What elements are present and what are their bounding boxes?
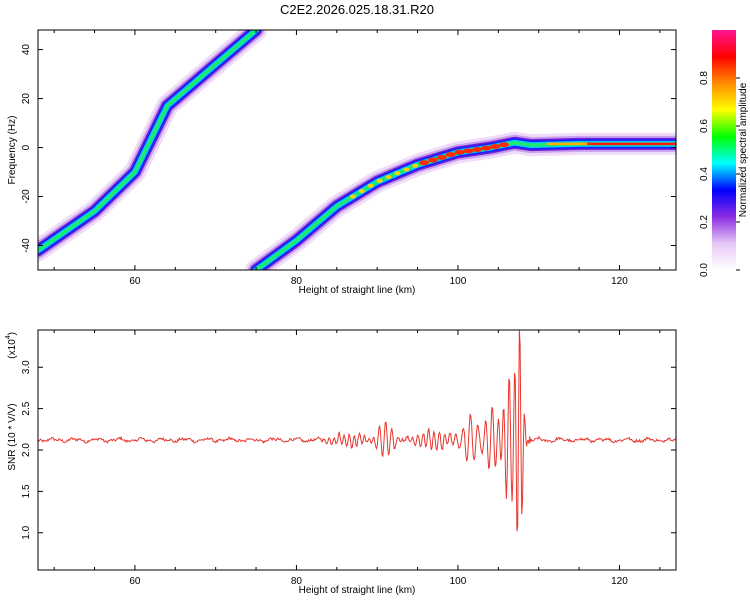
chart-title: C2E2.2026.025.18.31.R20 xyxy=(280,2,434,17)
spectrogram-y-tick-label: -40 xyxy=(21,238,32,253)
colorbar-tick-label: 0.2 xyxy=(699,215,710,229)
snr-plot-area xyxy=(38,330,676,570)
spectrogram-y-tick-label: 0 xyxy=(21,144,32,150)
snr-x-tick-label: 120 xyxy=(611,576,628,587)
spectrogram-x-tick-label: 60 xyxy=(129,276,141,287)
colorbar-tick-label: 0.8 xyxy=(699,71,710,85)
spectrogram-peak xyxy=(349,194,356,199)
spectrogram-y-label: Frequency (Hz) xyxy=(7,116,18,185)
spectrogram-y-tick-label: 20 xyxy=(21,93,32,105)
snr-y-tick-label: 2.5 xyxy=(21,401,32,415)
snr-x-tick-label: 60 xyxy=(129,576,141,587)
snr-scale-exponent: 4 xyxy=(5,335,12,339)
colorbar-ticks: 0.0 0.2 0.4 0.6 0.8 xyxy=(699,71,740,277)
spectrogram-x-tick-label: 100 xyxy=(450,276,467,287)
snr-scale-prefix: (x10 xyxy=(7,339,18,359)
spectrogram-y-tick-label: 40 xyxy=(21,44,32,56)
spectrogram-peak xyxy=(498,142,509,148)
svg-text:(x104): (x104) xyxy=(5,332,18,359)
spectrogram-frame xyxy=(37,29,677,271)
snr-y-label: SNR (10 * V/V) xyxy=(7,403,18,470)
spectrogram-y-tick-label: -20 xyxy=(21,189,32,204)
snr-y-tick-label: 2.0 xyxy=(21,443,32,457)
spectrogram-x-label: Height of straight line (km) xyxy=(299,285,416,296)
spectrogram-peak xyxy=(394,171,401,176)
snr-x-label: Height of straight line (km) xyxy=(299,585,416,596)
spectrogram-peak xyxy=(358,189,365,194)
snr-x-tick-label: 80 xyxy=(291,576,303,587)
spectrogram-peak xyxy=(454,149,465,155)
spectrogram-peak xyxy=(445,152,456,158)
spectrogram-x-tick-label: 80 xyxy=(291,276,303,287)
snr-y-ticks: 1.0 1.5 2.0 2.5 3.0 xyxy=(21,360,676,540)
spectrogram-peak xyxy=(376,178,383,183)
spectrogram-peak xyxy=(472,147,483,153)
colorbar-label: Normalized spectral amplitude xyxy=(738,82,749,217)
snr-panel: 60 80 100 120 1.0 1.5 2.0 2.5 3.0 Height of str… xyxy=(5,329,677,596)
snr-series-line xyxy=(38,330,676,532)
spectrogram-peak xyxy=(403,167,410,172)
spectrogram-peak xyxy=(419,160,430,166)
colorbar-tick-label: 0.0 xyxy=(699,263,710,277)
snr-y-tick-label: 3.0 xyxy=(21,360,32,374)
spectrogram-peak xyxy=(490,144,501,150)
colorbar: 0.0 0.2 0.4 0.6 0.8 Normalized spectral ampl… xyxy=(699,30,749,277)
snr-x-tick-label: 100 xyxy=(450,576,467,587)
spectrogram-peak xyxy=(367,183,374,188)
colorbar-tick-label: 0.4 xyxy=(699,167,710,181)
spectrogram-peak xyxy=(463,148,474,154)
spectrogram-y-ticks: -40 -20 0 20 40 xyxy=(21,44,676,253)
spectrogram-x-tick-label: 120 xyxy=(611,276,628,287)
spectrogram-panel: 60 80 100 120 -40 -20 0 20 40 Height of straigh… xyxy=(7,29,677,296)
colorbar-gradient xyxy=(712,30,736,270)
spectrogram-x-ticks: 60 80 100 120 xyxy=(53,30,661,287)
spectrogram-peak xyxy=(481,145,492,151)
snr-y-tick-label: 1.0 xyxy=(21,525,32,539)
spectrogram-ridge-1 xyxy=(38,30,258,253)
spectrogram-peak xyxy=(412,163,419,168)
snr-x-ticks: 60 80 100 120 xyxy=(53,330,661,587)
snr-scale-suffix: ) xyxy=(7,332,18,335)
colorbar-tick-label: 0.6 xyxy=(699,119,710,133)
snr-scale-label: (x104) xyxy=(5,332,18,359)
snr-y-tick-label: 1.5 xyxy=(21,484,32,498)
spectrogram-peak xyxy=(385,175,392,180)
spectrogram-peak xyxy=(427,157,438,163)
spectrogram-peak xyxy=(436,154,447,160)
spectrogram-tracks xyxy=(38,30,676,270)
